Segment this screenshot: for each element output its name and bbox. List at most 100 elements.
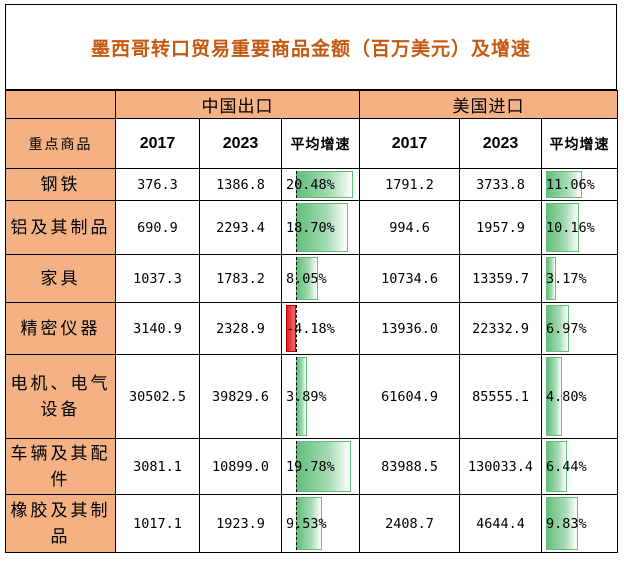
us-rate-value: 6.97% bbox=[546, 320, 587, 337]
table-row: 铝及其制品 690.9 2293.4 18.70% 994.6 1957.9 10.16% bbox=[5, 200, 619, 255]
table-row: 精密仪器 3140.9 2328.9 -4.18% 13936.0 22332.9 6.97… bbox=[5, 302, 619, 355]
us-rate-value: 9.83% bbox=[546, 515, 587, 532]
cn-2017-value: 1017.1 bbox=[115, 494, 200, 553]
cn-2023-value: 10899.0 bbox=[199, 438, 282, 495]
product-name: 精密仪器 bbox=[5, 302, 116, 355]
cn-rate-cell: 20.48% bbox=[280, 168, 361, 201]
product-name: 橡胶及其制品 bbox=[5, 494, 116, 553]
product-name: 钢铁 bbox=[5, 168, 116, 201]
table-row: 家具 1037.3 1783.2 8.05% 10734.6 13359.7 3.17% bbox=[5, 254, 619, 303]
us-2023-value: 4644.4 bbox=[459, 494, 543, 553]
us-rate-bar bbox=[546, 171, 582, 198]
table-row: 橡胶及其制品 1017.1 1923.9 9.53% 2408.7 4644.4 9.83% bbox=[5, 494, 619, 553]
cn-rate-cell: 19.78% bbox=[280, 438, 361, 495]
product-name: 铝及其制品 bbox=[5, 200, 116, 255]
us-rate-bar bbox=[546, 441, 567, 492]
us-2017-value: 1791.2 bbox=[359, 168, 461, 201]
product-name: 车辆及其配件 bbox=[5, 438, 116, 495]
cn-rate-axis bbox=[296, 305, 297, 352]
cn-2023-value: 39829.6 bbox=[199, 354, 282, 439]
cn-rate-bar bbox=[296, 171, 353, 198]
cn-rate-axis bbox=[296, 441, 297, 492]
cn-rate-value: 20.48% bbox=[286, 176, 335, 193]
us-rate-cell: 6.44% bbox=[541, 438, 619, 495]
cn-rate-cell: 18.70% bbox=[280, 200, 361, 255]
cn-rate-value: -4.18% bbox=[286, 320, 335, 337]
column-header-row: 重点商品 2017 2023 平均增速 2017 2023 平均增速 bbox=[5, 118, 619, 169]
column-header-cn-2023: 2023 bbox=[199, 118, 282, 169]
cn-2023-value: 1386.8 bbox=[199, 168, 282, 201]
group-header-china: 中国出口 bbox=[114, 90, 361, 119]
cn-rate-axis bbox=[296, 357, 297, 436]
group-header-blank bbox=[5, 90, 116, 119]
cn-2017-value: 3081.1 bbox=[115, 438, 200, 495]
us-rate-value: 11.06% bbox=[546, 176, 595, 193]
cn-rate-bar bbox=[296, 441, 351, 492]
us-rate-value: 4.80% bbox=[546, 388, 587, 405]
us-2017-value: 61604.9 bbox=[359, 354, 461, 439]
cn-rate-value: 19.78% bbox=[286, 458, 335, 475]
trade-table: 中国出口 美国进口 重点商品 2017 2023 平均增速 2017 2023 … bbox=[5, 90, 619, 553]
us-2017-value: 10734.6 bbox=[359, 254, 461, 303]
table-row: 钢铁 376.3 1386.8 20.48% 1791.2 3733.8 11.06% bbox=[5, 168, 619, 201]
us-rate-cell: 3.17% bbox=[541, 254, 619, 303]
us-2023-value: 3733.8 bbox=[459, 168, 543, 201]
us-rate-bar bbox=[546, 305, 569, 352]
cn-rate-cell: 8.05% bbox=[280, 254, 361, 303]
cn-rate-value: 9.53% bbox=[286, 515, 327, 532]
us-rate-bar bbox=[546, 357, 562, 436]
us-2017-value: 2408.7 bbox=[359, 494, 461, 553]
us-rate-cell: 11.06% bbox=[541, 168, 619, 201]
table-row: 电机、电气设备 30502.5 39829.6 3.89% 61604.9 85555.1… bbox=[5, 354, 619, 439]
column-header-cn-rate: 平均增速 bbox=[280, 118, 361, 169]
cn-2023-value: 2293.4 bbox=[199, 200, 282, 255]
cn-2017-value: 376.3 bbox=[115, 168, 200, 201]
cn-rate-value: 8.05% bbox=[286, 270, 327, 287]
table-row: 车辆及其配件 3081.1 10899.0 19.78% 83988.5 130033.4… bbox=[5, 438, 619, 495]
us-2023-value: 13359.7 bbox=[459, 254, 543, 303]
product-name: 电机、电气设备 bbox=[5, 354, 116, 439]
us-2017-value: 83988.5 bbox=[359, 438, 461, 495]
us-rate-cell: 9.83% bbox=[541, 494, 619, 553]
us-rate-value: 3.17% bbox=[546, 270, 587, 287]
us-rate-bar bbox=[546, 203, 579, 252]
us-rate-cell: 10.16% bbox=[541, 200, 619, 255]
cn-2017-value: 3140.9 bbox=[115, 302, 200, 355]
us-2017-value: 13936.0 bbox=[359, 302, 461, 355]
page-title: 墨西哥转口贸易重要商品金额（百万美元）及增速 bbox=[90, 37, 531, 60]
column-header-us-2017: 2017 bbox=[359, 118, 461, 169]
us-rate-value: 10.16% bbox=[546, 219, 595, 236]
cn-rate-cell: 9.53% bbox=[280, 494, 361, 553]
cn-2017-value: 30502.5 bbox=[115, 354, 200, 439]
column-header-us-rate: 平均增速 bbox=[541, 118, 619, 169]
us-rate-cell: 6.97% bbox=[541, 302, 619, 355]
cn-rate-cell: -4.18% bbox=[280, 302, 361, 355]
us-rate-cell: 4.80% bbox=[541, 354, 619, 439]
cn-rate-axis bbox=[296, 203, 297, 252]
cn-2023-value: 2328.9 bbox=[199, 302, 282, 355]
sheet: 墨西哥转口贸易重要商品金额（百万美元）及增速 中国出口 美国进口 重点商品 20… bbox=[5, 4, 619, 553]
cn-rate-axis bbox=[296, 171, 297, 198]
column-header-cn-2017: 2017 bbox=[115, 118, 200, 169]
cn-2023-value: 1783.2 bbox=[199, 254, 282, 303]
us-2017-value: 994.6 bbox=[359, 200, 461, 255]
cn-2017-value: 690.9 bbox=[115, 200, 200, 255]
us-2023-value: 1957.9 bbox=[459, 200, 543, 255]
cn-2017-value: 1037.3 bbox=[115, 254, 200, 303]
column-header-category: 重点商品 bbox=[5, 118, 116, 169]
us-rate-bar bbox=[546, 497, 578, 550]
us-rate-value: 6.44% bbox=[546, 458, 587, 475]
cn-rate-value: 3.89% bbox=[286, 388, 327, 405]
cn-rate-bar bbox=[296, 203, 348, 252]
cn-rate-value: 18.70% bbox=[286, 219, 335, 236]
group-header-row: 中国出口 美国进口 bbox=[5, 90, 619, 119]
product-name: 家具 bbox=[5, 254, 116, 303]
cn-rate-bar bbox=[286, 305, 296, 352]
us-2023-value: 22332.9 bbox=[459, 302, 543, 355]
cn-rate-axis bbox=[296, 497, 297, 550]
us-2023-value: 85555.1 bbox=[459, 354, 543, 439]
us-2023-value: 130033.4 bbox=[459, 438, 543, 495]
cn-2023-value: 1923.9 bbox=[199, 494, 282, 553]
title-cell: 墨西哥转口贸易重要商品金额（百万美元）及增速 bbox=[5, 4, 617, 90]
cn-rate-cell: 3.89% bbox=[280, 354, 361, 439]
